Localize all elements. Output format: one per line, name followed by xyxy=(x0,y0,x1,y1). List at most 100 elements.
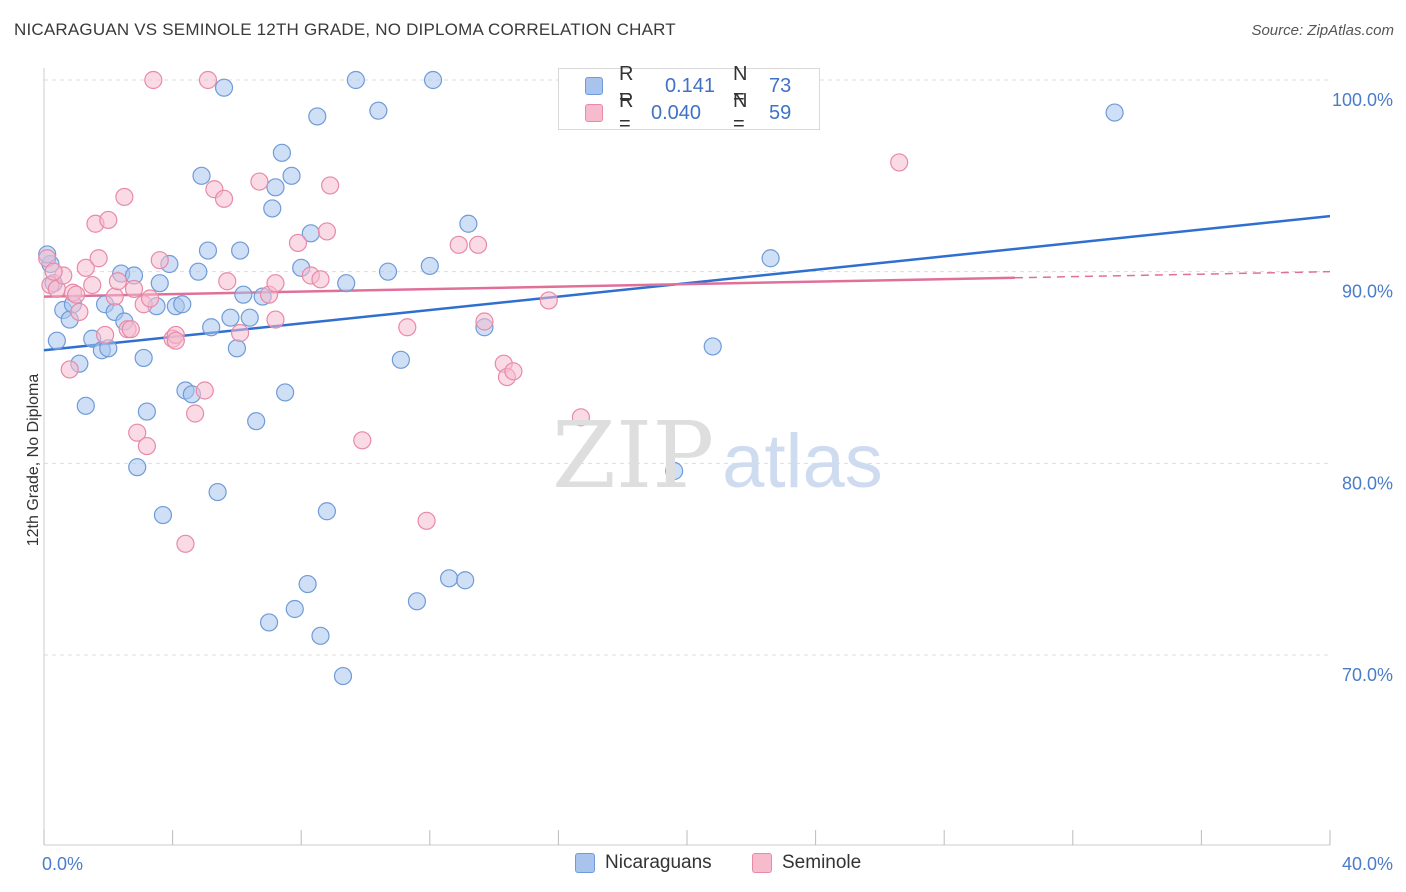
tick-labels: 100.0% 90.0% 80.0% 70.0% 0.0% 40.0% xyxy=(42,90,1393,874)
seminole-point xyxy=(475,312,494,331)
seminole-point xyxy=(468,235,488,254)
seminole-point xyxy=(60,360,79,379)
seminole-point xyxy=(137,436,156,456)
seminole-point xyxy=(186,404,205,423)
nicaraguans-point xyxy=(208,482,227,502)
legend-n-value: 59 xyxy=(769,101,792,124)
nicaraguans-point xyxy=(703,337,722,356)
seminole-point xyxy=(144,70,163,90)
bottom-legend-label-seminole: Seminole xyxy=(782,852,862,873)
nicaraguans-point xyxy=(282,166,301,185)
seminole-point xyxy=(121,320,140,339)
nicaraguans-point xyxy=(346,70,365,90)
nicaraguans-point xyxy=(456,571,475,590)
legend-n-value: 73 xyxy=(769,74,792,97)
bottom-legend-seminole[interactable]: Seminole xyxy=(752,852,861,874)
nicaraguans-point xyxy=(231,241,250,260)
chart-title: NICARAGUAN VS SEMINOLE 12TH GRADE, NO DI… xyxy=(14,20,676,39)
y-tick-label: 80.0% xyxy=(1342,473,1393,493)
seminole-point xyxy=(70,302,89,322)
seminole-point xyxy=(166,331,185,350)
nicaraguans-point xyxy=(150,274,169,293)
y-tick-label: 90.0% xyxy=(1342,282,1393,302)
nicaraguans-point xyxy=(189,262,208,281)
nicaraguans-point xyxy=(311,626,330,645)
nicaraguans-point xyxy=(407,592,427,611)
legend-swatch-nicaraguans xyxy=(585,77,603,95)
nicaraguans-point xyxy=(134,348,153,368)
seminole-point xyxy=(218,272,237,291)
nicaraguans-point xyxy=(378,262,398,281)
nicaraguans-point xyxy=(173,295,192,314)
nicaraguans-point xyxy=(263,199,282,218)
legend-swatch-seminole xyxy=(585,104,603,122)
nicaraguans-point xyxy=(234,285,253,304)
nicaraguans-point xyxy=(665,461,684,481)
nicaraguans-point xyxy=(298,574,317,594)
nicaraguans-point xyxy=(420,256,439,276)
legend-r-value: 0.040 xyxy=(651,101,702,124)
seminole-point xyxy=(571,408,591,427)
y-axis-label: 12th Grade, No Diploma xyxy=(25,374,42,547)
seminole-point xyxy=(266,310,285,329)
nicaraguans-point xyxy=(247,412,266,431)
seminole-point xyxy=(449,235,468,254)
y-tick-label: 100.0% xyxy=(1332,90,1393,110)
nicaraguans-point xyxy=(337,274,356,293)
bottom-legend-swatch-seminole xyxy=(752,853,772,873)
legend-r-label: R = xyxy=(619,63,634,108)
nicaraguans-point xyxy=(128,458,147,477)
seminole-point xyxy=(231,323,250,343)
legend-r-value: 0.141 xyxy=(664,74,715,97)
seminole-point xyxy=(504,362,523,381)
y-tick-label: 70.0% xyxy=(1342,665,1393,685)
seminole-point xyxy=(128,423,147,442)
trend-lines xyxy=(43,214,1331,352)
seminole-point xyxy=(311,270,330,289)
nicaraguans-point xyxy=(259,613,279,632)
nicaraguans-point xyxy=(317,502,337,521)
seminole-point xyxy=(266,274,285,293)
seminole-point xyxy=(250,172,269,191)
nicaraguans-point xyxy=(47,331,66,350)
seminole-trend-line-dashed xyxy=(1014,270,1331,279)
nicaraguans-point xyxy=(137,402,156,421)
seminole-point xyxy=(198,70,218,90)
bottom-legend-swatch-nicaraguans xyxy=(575,853,595,873)
nicaraguans-point xyxy=(192,166,211,185)
nicaraguans-point xyxy=(308,107,327,126)
nicaraguans-point xyxy=(423,70,443,90)
nicaraguans-point xyxy=(391,350,410,369)
nicaraguans-point xyxy=(76,396,95,415)
nicaraguans-point xyxy=(272,143,292,162)
seminole-point xyxy=(353,431,372,450)
seminole-point xyxy=(288,233,308,253)
seminole-point xyxy=(195,381,214,400)
seminole-point xyxy=(67,285,86,304)
seminole-point xyxy=(176,534,195,553)
seminole-point xyxy=(115,187,134,207)
seminole-point xyxy=(99,210,118,230)
seminole-point xyxy=(417,511,436,530)
nicaraguans-point xyxy=(439,569,459,588)
seminole-point xyxy=(317,222,337,241)
nicaraguans-point xyxy=(221,308,240,327)
seminole-point xyxy=(150,251,169,270)
bottom-legend-nicaraguans[interactable]: Nicaraguans xyxy=(575,852,712,874)
seminole-point xyxy=(76,258,95,277)
nicaraguans-point xyxy=(369,101,388,120)
data-points xyxy=(38,70,1124,686)
correlation-legend: R = 0.141 N = 73 R = 0.040 N = 59 xyxy=(558,63,820,135)
nicaraguans-point xyxy=(227,339,246,358)
nicaraguans-point xyxy=(285,599,304,619)
nicaraguans-point xyxy=(240,308,259,327)
nicaraguans-point xyxy=(198,241,218,260)
nicaraguans-point xyxy=(459,214,478,233)
seminole-point xyxy=(140,289,160,308)
source-label: Source: ZipAtlas.com xyxy=(1251,22,1394,39)
seminole-point xyxy=(124,279,144,299)
seminole-point xyxy=(83,275,102,295)
seminole-point xyxy=(108,272,128,291)
seminole-point xyxy=(321,176,340,195)
nicaraguans-point xyxy=(266,178,285,197)
